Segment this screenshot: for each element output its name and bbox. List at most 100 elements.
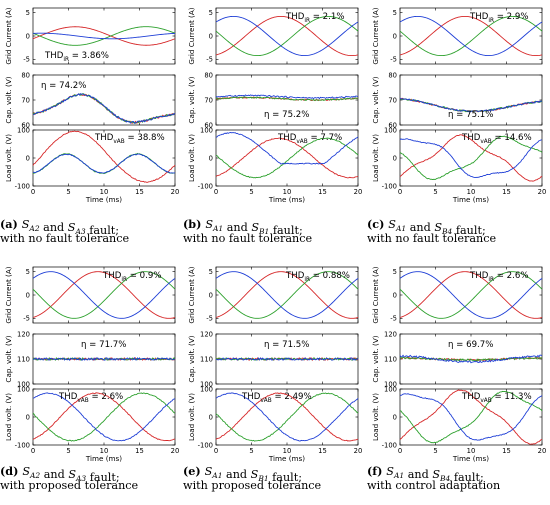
panel-f-load-series-phase-b [399,393,543,441]
panel-d-grid-series-phase-r [32,271,176,319]
panel-f-cap-ytick-label: 110 [384,355,397,363]
panel-c-grid-ytick-label: -5 [390,56,397,64]
panel-a-grid-ylabel: Grid Current (A) [4,7,13,64]
panel-f-load-ytick-label: 100 [384,385,397,393]
panel-f-grid-ytick-label: 5 [393,268,397,276]
panel-e-cap-series-phase-b [215,357,359,361]
panel-d-grid-series-phase-b [32,271,176,319]
panel-c-load-xtick-label: 10 [467,188,476,196]
panel-f-cap-ylabel: Cap. volt. (V) [371,335,380,382]
panel-d-load-xtick-label: 0 [31,447,35,455]
panel-e-grid-thd-annotation: THDiR = 0.88% [285,271,350,283]
panel-d-xlabel: Time (ms) [85,454,122,463]
panel-e-grid-series-phase-g [215,271,359,319]
panel-b-load-ylabel: Load volt. (V) [187,134,196,182]
panel-e-load-xtick-label: 5 [249,447,253,455]
panel-b-load-xtick-label: 20 [354,188,363,196]
panel-a-load-xtick-label: 0 [31,188,35,196]
panel-c-cap-series-phase-b [399,97,543,113]
panel-e-caption-line-1: (e) SA1 and SB1 fault; [183,464,302,484]
panel-b-load-ytick-label: -100 [198,182,213,190]
panel-a-cap-ytick-label: 70 [21,96,30,104]
panel-b-grid-series-phase-b [215,15,359,57]
panel-d-load-xtick-label: 15 [135,447,144,455]
panel-a-grid-ytick-label: -5 [23,56,30,64]
panel-c-cap-efficiency-annotation: η = 75.1% [448,110,493,120]
panel-f-load-series-phase-g [399,390,543,444]
panel-d-load-xtick-label: 10 [100,447,109,455]
panel-c-caption-line-1: (c) SA1 and SB4 fault; [367,217,486,237]
panel-e-caption-line-2: with proposed tolerance [183,479,322,492]
panel-e-load-xtick-label: 10 [283,447,292,455]
panel-e-grid-series-phase-b [215,271,359,319]
panel-a-grid-series-phase-r [32,26,176,46]
panel-c-caption-line-2: with no fault tolerance [367,232,496,245]
panel-f-cap-ytick-label: 120 [384,330,397,338]
panel-b-cap-series-phase-g [215,96,359,102]
panel-b-load-xtick-label: 0 [214,188,218,196]
panel-a-cap-ytick-label: 60 [21,121,30,129]
panel-a-grid-ytick-label: 0 [26,32,30,40]
panel-b-load-series-phase-b [215,132,359,165]
panel-a-grid-series-phase-b [32,32,176,40]
panel-e-grid-axes-frame [215,266,359,324]
panel-d-load-xtick-label: 20 [171,447,180,455]
panel-e-xlabel: Time (ms) [268,454,305,463]
panel-d-grid-ytick-label: 5 [26,268,30,276]
panel-c: -5 0 5 Grid Current (A) THDiR = 2.9% 60 70 80 Ca… [367,7,546,245]
panel-a-load-thd-annotation: THDvAB = 38.8% [94,133,165,145]
panel-d-grid-ylabel: Grid Current (A) [4,266,13,323]
panel-c-load-xtick-label: 20 [538,188,547,196]
panel-f-cap-ytick-label: 100 [384,380,397,388]
panel-a-load-ytick-label: 100 [17,126,30,134]
panel-d-caption-line-2: with proposed tolerance [0,479,139,492]
panel-c-grid-ylabel: Grid Current (A) [371,7,380,64]
panel-e-load-xtick-label: 0 [214,447,218,455]
panel-b-load-xtick-label: 10 [283,188,292,196]
panel-a-load-xtick-label: 10 [100,188,109,196]
panel-a-cap-ytick-label: 80 [21,71,30,79]
panel-a-load-series-phase-b [32,153,176,174]
panel-d-load-ylabel: Load volt. (V) [4,393,13,441]
panel-a-grid-ytick-label: 5 [26,9,30,17]
panel-c-load-xtick-label: 5 [433,188,437,196]
panel-f-load-xtick-label: 20 [538,447,547,455]
panel-f-caption-line-1: (f) SA1 and SB4 fault; [367,464,484,484]
panel-a-grid-thd-annotation: THDiR = 3.86% [44,51,109,63]
panel-c-load-ylabel: Load volt. (V) [371,134,380,182]
panel-b-load-xtick-label: 5 [249,188,253,196]
panel-a-xlabel: Time (ms) [85,195,122,204]
panel-e-cap-ylabel: Cap. volt. (V) [187,335,196,382]
panel-d-load-ytick-label: 100 [17,385,30,393]
panel-f-grid-thd-annotation: THDiR = 2.6% [469,271,528,283]
panel-f-load-ytick-label: -100 [382,441,397,449]
panel-a-load-ylabel: Load volt. (V) [4,134,13,182]
panel-b-cap-ytick-label: 60 [204,121,213,129]
panel-b-caption-line-1: (b) SA1 and SB1 fault; [183,217,303,237]
panel-c-cap-ytick-label: 60 [388,121,397,129]
panel-a-load-xtick-label: 20 [171,188,180,196]
panel-f-load-xtick-label: 0 [398,447,402,455]
panel-b-load-series-phase-g [215,137,359,179]
panel-a: -5 0 5 Grid Current (A) THDiR = 3.86% 60 70 80 C… [0,7,179,245]
panel-c-cap-ytick-label: 70 [388,96,397,104]
panel-b-load-ytick-label: 0 [209,154,213,162]
panel-e-load-xtick-label: 15 [318,447,327,455]
panel-c-load-thd-annotation: THDvAB = 14.6% [461,133,532,145]
panel-d-grid-axes-frame [32,266,176,324]
panel-b-load-ytick-label: 100 [200,126,213,134]
panel-c-grid-thd-annotation: THDiR = 2.9% [469,12,528,24]
panel-f-load-xtick-label: 15 [502,447,511,455]
panel-c-cap-ytick-label: 80 [388,71,397,79]
panel-d-load-thd-annotation: THDvAB = 2.6% [58,392,123,404]
panel-f-cap-efficiency-annotation: η = 69.7% [448,340,493,350]
panel-d-cap-ytick-label: 110 [17,355,30,363]
panel-b-cap-ytick-label: 80 [204,71,213,79]
panel-e-load-thd-annotation: THDvAB = 2.49% [241,392,312,404]
panel-c-grid-series-phase-g [399,15,543,57]
panel-b: -5 0 5 Grid Current (A) THDiR = 2.1% 60 70 80 Ca… [183,7,362,245]
panel-d-grid-thd-annotation: THDiR = 0.9% [102,271,161,283]
